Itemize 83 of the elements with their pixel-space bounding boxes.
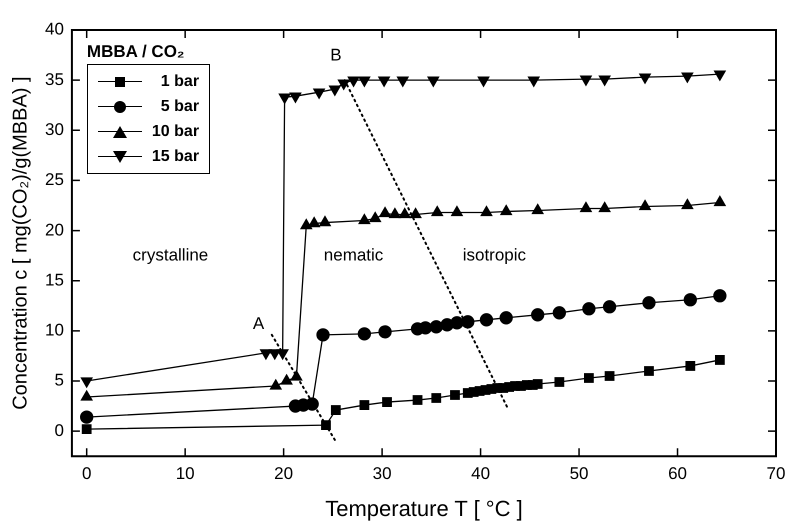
point (290, 92, 302, 103)
point (358, 327, 372, 341)
legend-label: 5 bar (160, 98, 200, 116)
point (80, 390, 93, 401)
point (450, 390, 460, 400)
annotation: nematic (324, 246, 384, 265)
point (685, 361, 696, 371)
point (644, 366, 654, 376)
point (528, 76, 540, 87)
point (270, 379, 282, 390)
point (382, 397, 392, 407)
y-tick-label: 10 (44, 320, 64, 340)
y-axis-title: Concentration c [ mg(CO₂)/g(MBBA) ] (10, 76, 32, 410)
y-tick-label: 15 (44, 270, 64, 290)
annotation: B (330, 45, 342, 64)
point (554, 377, 564, 387)
y-tick-label: 0 (54, 420, 64, 440)
point (80, 410, 94, 424)
point (313, 88, 325, 99)
point (461, 315, 474, 328)
x-tick-label: 60 (668, 464, 687, 484)
legend-title: MBBA / CO₂ (86, 42, 186, 62)
legend-label: 15 bar (152, 148, 200, 166)
x-tick-label: 50 (570, 464, 589, 484)
point (552, 306, 566, 320)
point (598, 75, 610, 86)
point (478, 76, 490, 87)
point (359, 400, 370, 410)
point (396, 76, 409, 87)
point (290, 370, 302, 381)
x-axis-title: Temperature T [ °C ] (325, 496, 523, 521)
y-tick-label: 40 (44, 20, 64, 39)
point (378, 325, 392, 338)
legend-label: 1 bar (160, 72, 200, 90)
point (714, 70, 726, 81)
point (330, 405, 341, 415)
point (321, 420, 331, 430)
x-tick-label: 10 (176, 464, 195, 484)
y-tick-label: 20 (44, 220, 64, 240)
x-tick-label: 0 (82, 464, 92, 484)
point (431, 393, 442, 403)
point (450, 316, 464, 330)
point (500, 311, 513, 324)
x-tick-label: 70 (766, 464, 786, 484)
point (604, 371, 614, 381)
x-tick-label: 30 (372, 464, 392, 484)
point (412, 395, 422, 405)
point (682, 72, 694, 83)
legend-label: 10 bar (152, 122, 200, 140)
point (427, 76, 440, 87)
y-tick-label: 25 (44, 170, 64, 190)
point (639, 73, 651, 84)
point (338, 80, 350, 90)
point (378, 76, 390, 87)
point (584, 373, 594, 383)
point (642, 296, 656, 310)
annotation: A (252, 314, 265, 333)
point (430, 320, 443, 334)
point (714, 355, 725, 365)
point (684, 293, 697, 306)
point (480, 313, 494, 326)
point (580, 75, 592, 86)
y-tick-label: 5 (54, 370, 64, 390)
point (306, 397, 319, 411)
point (531, 308, 544, 322)
point (280, 374, 292, 385)
point (418, 321, 432, 334)
y-tick-label: 30 (44, 120, 64, 139)
point (348, 76, 360, 87)
point (602, 300, 616, 314)
annotation: isotropic (462, 246, 527, 265)
annotation: crystalline (132, 246, 208, 265)
point (82, 424, 92, 434)
point (358, 76, 370, 87)
point (582, 302, 596, 316)
y-tick-label: 35 (44, 70, 64, 89)
point (328, 86, 341, 96)
point (316, 328, 330, 342)
x-tick-label: 40 (471, 464, 490, 484)
point (532, 379, 543, 389)
point (278, 94, 290, 104)
x-tick-label: 20 (274, 464, 294, 484)
point (713, 289, 727, 302)
